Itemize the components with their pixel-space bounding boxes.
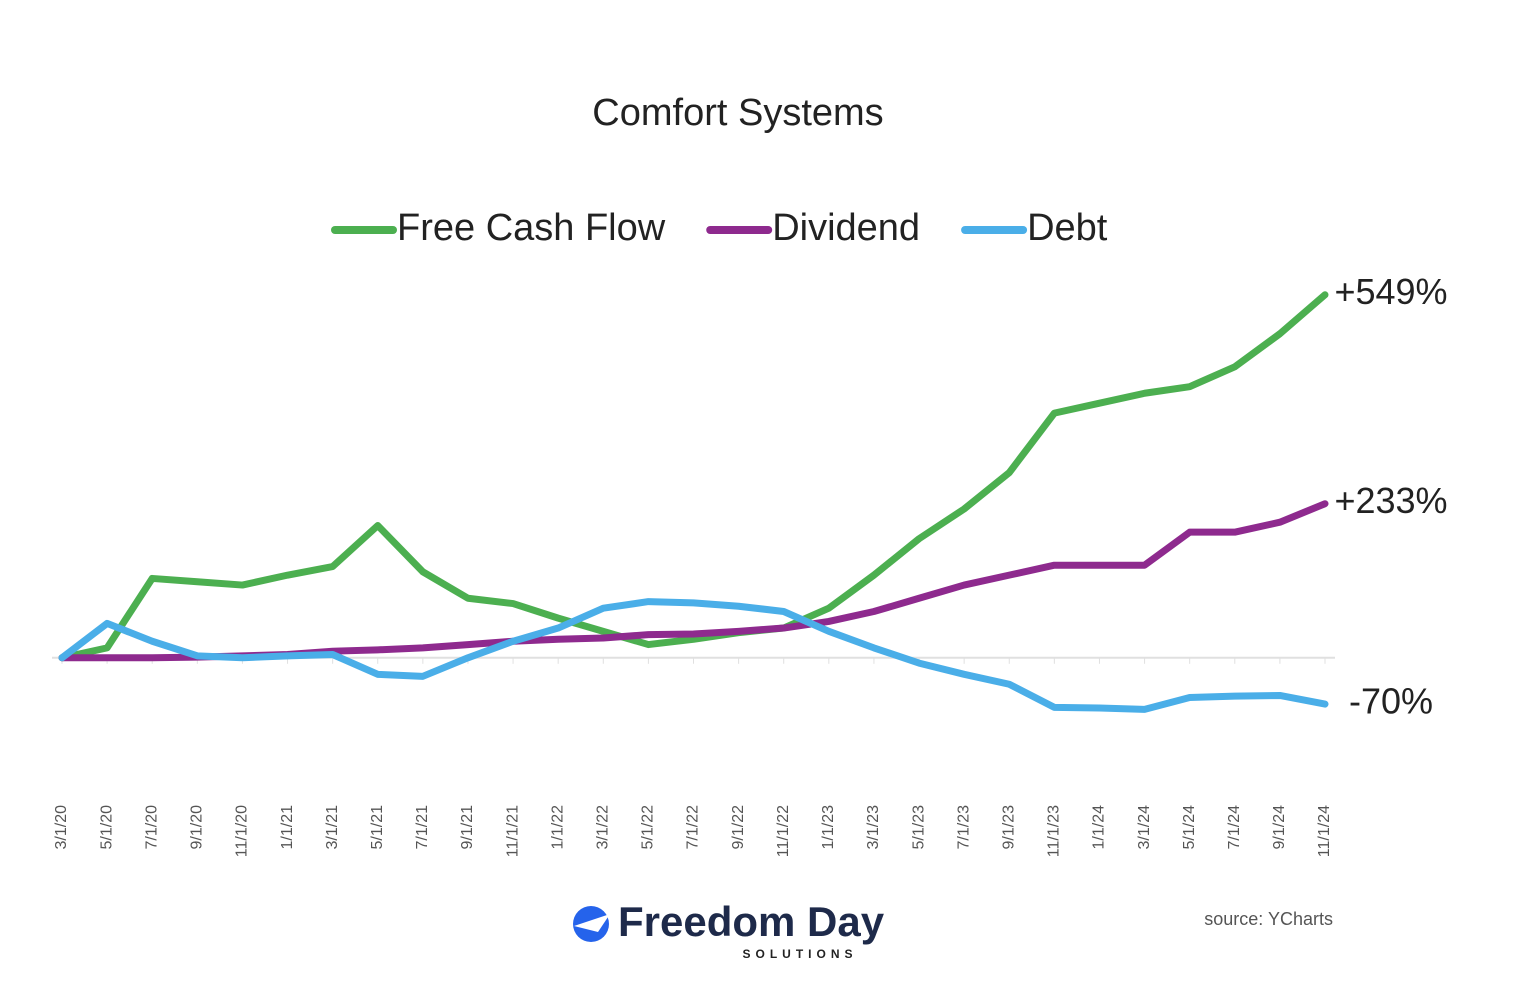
logo: Freedom Day SOLUTIONS <box>573 898 885 961</box>
legend-label: Dividend <box>772 207 920 249</box>
x-tick-label: 1/1/24 <box>1091 805 1108 850</box>
x-tick-label: 5/1/23 <box>910 805 927 850</box>
end-label: +233% <box>1334 480 1447 521</box>
logo-name: Freedom Day <box>618 898 885 945</box>
x-tick-label: 3/1/22 <box>595 805 612 850</box>
x-tick-label: 11/1/21 <box>504 805 521 857</box>
x-tick-label: 9/1/21 <box>459 805 476 850</box>
logo-icon-plane <box>574 914 610 932</box>
x-tick-label: 11/1/22 <box>775 805 792 857</box>
x-tick-label: 11/1/23 <box>1046 805 1063 857</box>
chart-title: Comfort Systems <box>592 92 883 134</box>
x-tick-label: 9/1/23 <box>1000 805 1017 850</box>
end-label: -70% <box>1349 681 1433 722</box>
x-tick-label: 9/1/20 <box>189 805 206 850</box>
x-tick-label: 7/1/22 <box>685 805 702 850</box>
x-tick-label: 11/1/20 <box>234 805 251 857</box>
x-tick-label: 7/1/21 <box>414 805 431 850</box>
x-tick-label: 5/1/22 <box>640 805 657 850</box>
series-line <box>58 598 1329 713</box>
x-tick-label: 7/1/23 <box>955 805 972 850</box>
x-tick-label: 5/1/21 <box>369 805 386 850</box>
x-tick-label: 1/1/21 <box>279 805 296 850</box>
end-label: +549% <box>1334 271 1447 312</box>
x-tick-label: 3/1/20 <box>53 805 70 850</box>
logo-tagline: SOLUTIONS <box>742 947 857 961</box>
x-tick-label: 3/1/24 <box>1136 805 1153 850</box>
x-tick-label: 5/1/24 <box>1181 805 1198 850</box>
source: source: YCharts <box>1204 909 1333 929</box>
series-line <box>58 291 1329 662</box>
x-tick-label: 7/1/24 <box>1226 805 1243 850</box>
x-tick-label: 9/1/22 <box>730 805 747 850</box>
legend-label: Debt <box>1027 207 1108 249</box>
x-tick-label: 1/1/22 <box>549 805 566 850</box>
x-tick-label: 1/1/23 <box>820 805 837 850</box>
x-tick-label: 7/1/20 <box>143 805 160 850</box>
x-tick-label: 11/1/24 <box>1316 805 1333 857</box>
x-tick-label: 3/1/23 <box>865 805 882 850</box>
legend-label: Free Cash Flow <box>397 207 666 249</box>
x-tick-label: 5/1/20 <box>98 805 115 850</box>
x-tick-label: 3/1/21 <box>324 805 341 850</box>
x-tick-label: 9/1/24 <box>1271 805 1288 850</box>
